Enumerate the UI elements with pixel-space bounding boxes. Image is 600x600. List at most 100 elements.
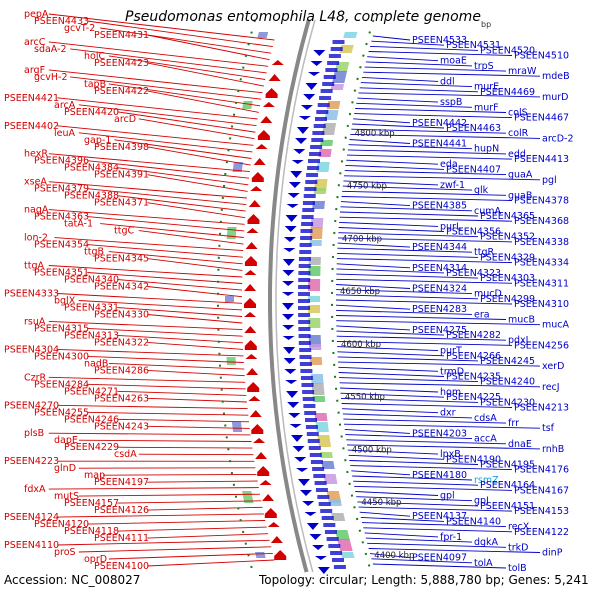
forward-leader-line [337, 247, 473, 253]
forward-leader-line [346, 439, 507, 445]
forward-leader-line [340, 392, 445, 398]
gene-label-forward: PSEEN4203 [412, 428, 467, 439]
gene-label-reverse: nadB [84, 358, 108, 369]
forward-leader-line [346, 159, 439, 165]
gene-label-forward: PSEEN4303 [480, 273, 535, 284]
forward-leader-line [369, 553, 411, 559]
forward-leader-line [360, 82, 473, 88]
forward-leader-line [341, 403, 513, 408]
forward-leader-line [336, 330, 445, 336]
gene-label-forward: PSEEN4151 [480, 501, 535, 512]
gene-label-forward: PSEEN4520 [480, 45, 535, 56]
gene-label-forward: rsmZ [474, 475, 499, 486]
gene-label-reverse: ttgA [24, 261, 44, 272]
reverse-leader-line [108, 83, 261, 107]
forward-leader-line [336, 335, 507, 341]
gene-label-reverse: PSEEN4246 [64, 414, 119, 425]
reverse-leader-line [147, 341, 244, 350]
gene-label-reverse: PSEEN4363 [34, 212, 89, 223]
gene-label-reverse: proS [54, 547, 76, 558]
forward-gene-arrow [282, 303, 295, 310]
genome-backbone [268, 19, 311, 573]
forward-gene-block [300, 229, 313, 233]
gene-label-forward: PSEEN4299 [480, 294, 535, 305]
gene-label-reverse: PSEEN4421 [4, 93, 59, 104]
gene-label-reverse: pepA [24, 9, 49, 20]
reverse-leader-line [147, 146, 251, 166]
gene-label-forward: PSEEN4531 [446, 40, 501, 51]
gene-label-reverse: sdaA-2 [34, 44, 67, 55]
forward-leader-line [368, 548, 541, 553]
forward-gene-arrow [288, 182, 301, 188]
gene-label-reverse: tatA-1 [64, 219, 93, 230]
forward-leader-line [365, 537, 473, 543]
gene-label-reverse: PSEEN4351 [34, 268, 89, 279]
cog-color-block [310, 374, 324, 384]
forward-leader-line [350, 465, 513, 471]
gene-label-reverse: PSEEN4342 [94, 282, 149, 293]
forward-gene-block [311, 138, 324, 142]
forward-leader-line [346, 444, 541, 450]
forward-gene-arrow [283, 248, 296, 252]
gene-label-forward: PSEEN4324 [412, 284, 467, 295]
forward-gene-block [330, 551, 343, 555]
gene-label-reverse: CzrR [24, 372, 47, 383]
gene-label-forward: PSEEN4533 [412, 35, 467, 46]
forward-leader-line [337, 346, 439, 352]
gene-label-forward: PSEEN4097 [412, 553, 467, 564]
cog-color-block [309, 344, 322, 350]
cog-color-block [317, 435, 332, 447]
gene-label-forward: pgl [542, 175, 557, 186]
forward-gene-block [317, 103, 330, 107]
gene-label-forward: gpJ [474, 496, 489, 507]
forward-gene-arrow [282, 325, 295, 330]
gene-label-forward: PSEEN4122 [514, 527, 569, 538]
forward-leader-line [343, 180, 439, 186]
forward-gene-block [313, 124, 326, 128]
reverse-leader-line [147, 480, 258, 483]
forward-gene-arrow [287, 402, 300, 408]
gene-label-reverse: PSEEN4331 [64, 303, 119, 314]
gene-label-forward: PSEEN4167 [514, 485, 569, 496]
forward-leader-line [369, 45, 479, 51]
forward-gene-block [298, 334, 311, 338]
forward-leader-line [351, 470, 411, 476]
gene-label-reverse: PSEEN4304 [4, 344, 59, 355]
forward-leader-line [338, 232, 479, 238]
gene-label-reverse: tapB [84, 79, 106, 90]
forward-gene-block [298, 292, 310, 296]
forward-gene-block [300, 376, 313, 380]
cog-color-block [316, 162, 330, 172]
forward-gene-arrow [282, 336, 295, 340]
gene-label-reverse: PSEEN4300 [34, 351, 89, 362]
reverse-gene-block [244, 346, 257, 350]
gene-label-forward: PSEEN4407 [446, 164, 501, 175]
gene-label-forward: mraW [508, 66, 537, 77]
reverse-leader-line [57, 513, 264, 518]
forward-gene-block [328, 544, 341, 548]
gene-label-forward: gpl [440, 491, 455, 502]
forward-leader-line [353, 118, 411, 124]
cog-color-block [309, 357, 323, 365]
forward-leader-line [336, 273, 479, 279]
reverse-leader-line [108, 55, 266, 80]
label-leader-lines [48, 13, 541, 569]
gene-label-reverse: PSEEN4340 [64, 275, 119, 286]
gene-label-forward: edd [508, 149, 526, 160]
reverse-leader-line [117, 418, 250, 423]
reverse-gene-arrow [253, 438, 266, 443]
reverse-leader-line [87, 160, 250, 179]
cog-color-block [226, 227, 237, 239]
forward-leader-line [336, 340, 513, 346]
reverse-leader-line [87, 188, 247, 206]
cog-color-block [314, 413, 328, 421]
reverse-leader-line [138, 118, 255, 140]
forward-leader-line [342, 190, 507, 196]
gene-label-forward: PSEEN4352 [480, 232, 535, 243]
scale-label: 4600 kbp [341, 340, 381, 350]
forward-leader-line [335, 299, 513, 305]
gene-label-reverse: hexR [24, 149, 48, 160]
forward-leader-line [372, 35, 411, 41]
forward-gene-block [328, 54, 341, 58]
gene-label-forward: mucB [508, 315, 535, 326]
